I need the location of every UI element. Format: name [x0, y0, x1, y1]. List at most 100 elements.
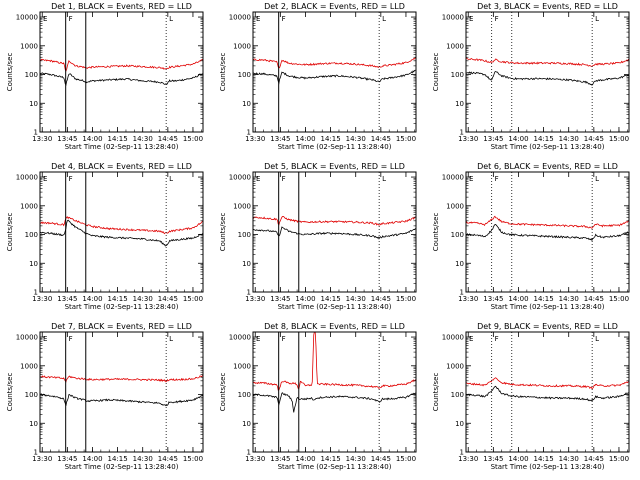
y-tick-label: 1000: [20, 42, 38, 50]
plot-frame: [465, 171, 630, 293]
x-tick-label: 14:00: [508, 455, 528, 463]
x-axis-label: Start Time (02-Sep-11 13:28:40): [278, 143, 392, 151]
x-tick-label: 13:45: [483, 295, 503, 303]
series-line-events: [466, 385, 629, 402]
plot-frame: [465, 11, 630, 133]
chart-title: Det 3, BLACK = Events, RED = LLD: [477, 2, 618, 11]
flag-label-l: L: [595, 335, 599, 343]
flag-label-e: E: [469, 335, 473, 343]
y-tick-label: 1: [460, 289, 464, 297]
series-line-lld: [466, 215, 629, 229]
y-tick-label: 10: [29, 260, 38, 268]
x-tick-label: 13:30: [245, 295, 265, 303]
y-axis-label: Counts/sec: [219, 373, 227, 412]
plot-frame: [39, 331, 204, 453]
plot-frame: [39, 171, 204, 293]
y-tick-label: 1000: [446, 362, 464, 370]
y-tick-label: 10: [242, 100, 251, 108]
y-tick-label: 100: [451, 391, 464, 399]
x-tick-label: 13:30: [32, 135, 52, 143]
y-tick-label: 1: [247, 449, 251, 457]
x-tick-label: 14:30: [346, 455, 366, 463]
flag-label-l: L: [169, 335, 173, 343]
flag-label-e: E: [256, 15, 260, 23]
flag-label-e: E: [469, 175, 473, 183]
y-tick-label: 10: [242, 420, 251, 428]
y-tick-label: 100: [238, 231, 251, 239]
detector-chart-4: Det 4, BLACK = Events, RED = LLD E F L 1 10 10…: [6, 162, 204, 311]
flag-label-f: F: [69, 175, 73, 183]
y-tick-label: 10: [29, 100, 38, 108]
detector-chart-8: Det 8, BLACK = Events, RED = LLD E F L 1 10 10…: [219, 322, 417, 471]
x-axis-label: Start Time (02-Sep-11 13:28:40): [65, 303, 179, 311]
y-tick-label: 10000: [442, 14, 464, 22]
x-tick-label: 14:00: [82, 135, 102, 143]
y-tick-label: 10000: [442, 334, 464, 342]
x-tick-label: 14:45: [371, 135, 391, 143]
plot-frame: [39, 11, 204, 133]
flag-label-f: F: [282, 335, 286, 343]
x-tick-label: 14:45: [584, 455, 604, 463]
x-tick-label: 13:45: [270, 135, 290, 143]
flag-label-l: L: [382, 335, 386, 343]
x-tick-label: 14:30: [133, 135, 153, 143]
detector-chart-9: Det 9, BLACK = Events, RED = LLD E F L 1 10 10…: [432, 322, 630, 471]
x-tick-label: 13:30: [458, 135, 478, 143]
y-tick-label: 1000: [233, 202, 251, 210]
series-line-events: [253, 226, 416, 240]
y-tick-label: 100: [25, 391, 38, 399]
x-tick-label: 14:15: [107, 135, 127, 143]
x-tick-label: 14:45: [158, 295, 178, 303]
y-tick-label: 1: [34, 289, 38, 297]
plot-frame: [252, 11, 417, 133]
y-tick-label: 1: [247, 129, 251, 137]
x-tick-label: 14:00: [508, 295, 528, 303]
x-tick-label: 14:15: [107, 295, 127, 303]
y-tick-label: 10: [455, 260, 464, 268]
flag-label-l: L: [595, 15, 599, 23]
detector-chart-5: Det 5, BLACK = Events, RED = LLD E F L 1 10 10…: [219, 162, 417, 311]
x-tick-label: 13:30: [245, 455, 265, 463]
chart-title: Det 7, BLACK = Events, RED = LLD: [51, 322, 192, 331]
plot-frame: [465, 331, 630, 453]
x-tick-label: 13:30: [245, 135, 265, 143]
x-tick-label: 14:15: [320, 135, 340, 143]
y-tick-label: 1: [34, 449, 38, 457]
series-line-events: [466, 70, 629, 86]
x-tick-label: 15:00: [396, 295, 416, 303]
x-axis-label: Start Time (02-Sep-11 13:28:40): [491, 463, 605, 471]
chart-title: Det 2, BLACK = Events, RED = LLD: [264, 2, 405, 11]
flag-label-e: E: [43, 175, 47, 183]
x-tick-label: 14:00: [295, 135, 315, 143]
x-tick-label: 13:45: [57, 295, 77, 303]
detector-chart-3: Det 3, BLACK = Events, RED = LLD E F L 1 10 10…: [432, 2, 630, 151]
x-tick-label: 14:30: [559, 295, 579, 303]
x-axis-label: Start Time (02-Sep-11 13:28:40): [491, 303, 605, 311]
x-tick-label: 15:00: [609, 295, 629, 303]
x-tick-label: 14:45: [584, 135, 604, 143]
detector-chart-1: Det 1, BLACK = Events, RED = LLD E F L 1 10 10…: [6, 2, 204, 151]
flag-label-e: E: [43, 335, 47, 343]
y-tick-label: 10000: [229, 334, 251, 342]
x-tick-label: 14:15: [107, 455, 127, 463]
y-axis-label: Counts/sec: [432, 53, 440, 92]
y-tick-label: 1000: [20, 362, 38, 370]
x-tick-label: 14:15: [320, 295, 340, 303]
x-tick-label: 15:00: [183, 455, 203, 463]
x-tick-label: 13:45: [483, 455, 503, 463]
x-tick-label: 14:45: [584, 295, 604, 303]
x-tick-label: 15:00: [609, 455, 629, 463]
y-tick-label: 10: [29, 420, 38, 428]
flag-label-l: L: [382, 175, 386, 183]
x-tick-label: 14:15: [533, 135, 553, 143]
x-tick-label: 13:30: [32, 295, 52, 303]
y-tick-label: 10000: [442, 174, 464, 182]
x-tick-label: 14:45: [158, 455, 178, 463]
x-tick-label: 14:15: [533, 455, 553, 463]
x-axis-label: Start Time (02-Sep-11 13:28:40): [278, 303, 392, 311]
x-axis-label: Start Time (02-Sep-11 13:28:40): [278, 463, 392, 471]
chart-title: Det 4, BLACK = Events, RED = LLD: [51, 162, 192, 171]
plot-frame: [252, 171, 417, 293]
x-tick-label: 15:00: [609, 135, 629, 143]
flag-label-f: F: [69, 335, 73, 343]
